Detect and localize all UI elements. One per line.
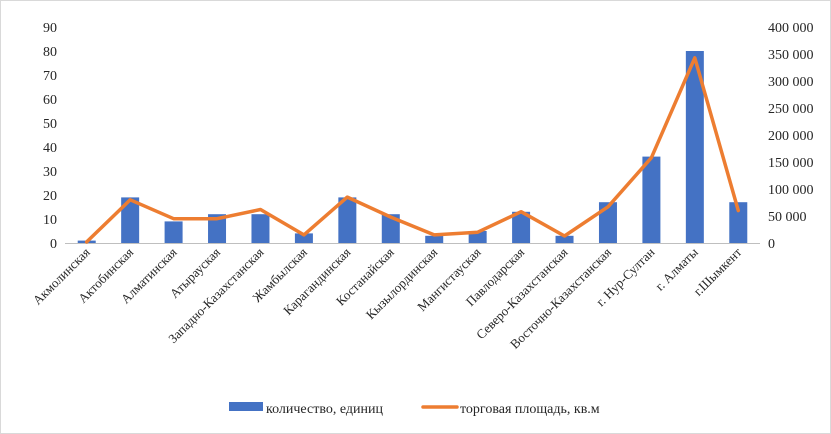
y-left-tick-label: 80 <box>43 45 57 60</box>
y-left-tick-label: 30 <box>43 165 57 180</box>
y-right-tick-label: 0 <box>768 237 775 252</box>
bar-11 <box>555 235 574 243</box>
bar-13 <box>642 156 661 243</box>
legend-label-bars: количество, единиц <box>266 402 383 417</box>
y-left-tick-label: 60 <box>43 93 57 108</box>
line-series-area <box>84 56 741 244</box>
y-right-tick-label: 150 000 <box>768 156 814 171</box>
y-left-tick-label: 10 <box>43 213 57 228</box>
bar-6 <box>338 197 357 243</box>
bar-14 <box>685 51 704 243</box>
bar-1 <box>121 197 140 243</box>
y-left-tick-label: 50 <box>43 117 57 132</box>
bar-10 <box>512 211 531 243</box>
y-right-tick-label: 200 000 <box>768 129 814 144</box>
legend-swatch-bars <box>229 402 263 411</box>
bar-8 <box>425 235 444 243</box>
y-right-tick-label: 100 000 <box>768 183 814 198</box>
bar-5 <box>294 233 313 243</box>
y-right-tick-label: 250 000 <box>768 102 814 117</box>
y-left-tick-label: 40 <box>43 141 57 156</box>
bar-15 <box>729 202 748 243</box>
y-left-tick-label: 20 <box>43 189 57 204</box>
legend-label-line: торговая площадь, кв.м <box>460 402 600 417</box>
bar-3 <box>208 214 227 243</box>
bar-2 <box>164 221 183 243</box>
bar-7 <box>381 214 400 243</box>
y-right-tick-label: 300 000 <box>768 75 814 90</box>
x-category-label: г.Шымкент <box>690 244 744 298</box>
y-right-tick-label: 350 000 <box>768 48 814 63</box>
y-left-tick-label: 90 <box>43 21 57 36</box>
bar-4 <box>251 214 270 243</box>
y-right-tick-label: 50 000 <box>768 210 807 225</box>
y-left-tick-label: 70 <box>43 69 57 84</box>
y-right-tick-label: 400 000 <box>768 21 814 36</box>
bar-12 <box>598 202 617 243</box>
y-left-tick-label: 0 <box>50 237 57 252</box>
